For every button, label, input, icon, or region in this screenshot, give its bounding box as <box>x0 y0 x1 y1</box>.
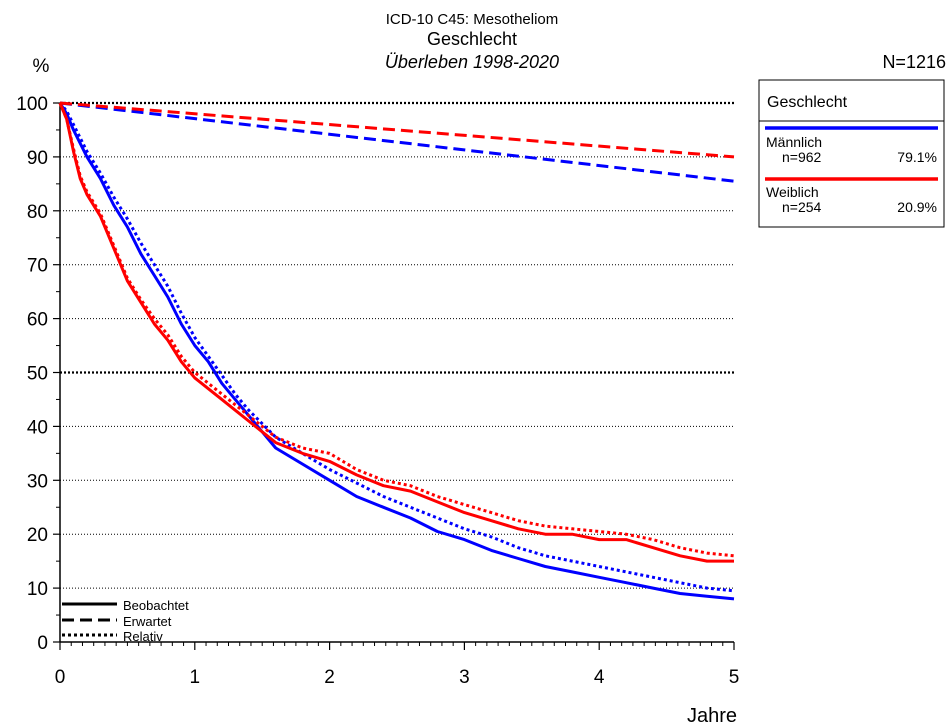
x-tick-label-5: 5 <box>729 667 740 688</box>
legend-male-pct: 79.1% <box>897 149 937 165</box>
curve-male-relativ <box>58 102 735 593</box>
legend-female-n: n=254 <box>782 199 822 215</box>
x-tick-label-4: 4 <box>594 667 605 688</box>
y-tick-label-30: 30 <box>27 471 48 492</box>
x-tick-label-3: 3 <box>459 667 470 688</box>
survival-curves <box>58 101 735 601</box>
group-legend-title: Geschlecht <box>767 94 848 111</box>
x-axis-label: Jahre <box>687 705 737 726</box>
y-tick-label-100: 100 <box>16 94 48 115</box>
chart-subtitle: Geschlecht <box>427 29 517 49</box>
x-tick-label-0: 0 <box>55 667 66 688</box>
axes: 0 10 20 30 40 50 60 70 80 90 100 0 1 2 3 4 5 <box>16 94 739 688</box>
chart-title: ICD-10 C45: Mesotheliom <box>386 11 559 28</box>
y-tick-label-80: 80 <box>27 202 48 223</box>
total-n: N=1216 <box>882 52 946 72</box>
curve-female-beobachtet <box>58 102 734 563</box>
curve-male-erwartet <box>59 101 735 183</box>
legend-male-n: n=962 <box>782 149 822 165</box>
y-tick-label-90: 90 <box>27 148 48 169</box>
y-tick-label-10: 10 <box>27 579 48 600</box>
gridlines <box>60 101 734 589</box>
y-tick-label-0: 0 <box>37 633 48 654</box>
group-legend-frame <box>758 79 945 228</box>
curve-female-erwartet <box>59 101 735 159</box>
y-tick-label-70: 70 <box>27 256 48 277</box>
x-tick-label-1: 1 <box>190 667 201 688</box>
legend-female-name: Weiblich <box>766 184 819 200</box>
y-tick-label-20: 20 <box>27 525 48 546</box>
legend-expected-label: Erwartet <box>123 614 172 629</box>
curve-male-beobachtet <box>58 102 735 601</box>
legend-male-name: Männlich <box>766 134 822 150</box>
chart-period: Überleben 1998-2020 <box>385 52 559 72</box>
x-tick-label-2: 2 <box>324 667 335 688</box>
legend-observed-label: Beobachtet <box>123 598 189 613</box>
y-tick-label-60: 60 <box>27 310 48 331</box>
legend-female-pct: 20.9% <box>897 199 937 215</box>
legend-relative-label: Relativ <box>123 629 163 644</box>
y-tick-label-40: 40 <box>27 417 48 438</box>
y-tick-label-50: 50 <box>27 364 48 385</box>
y-axis-unit: % <box>33 56 50 77</box>
line-style-legend: Beobachtet Erwartet Relativ <box>62 598 189 644</box>
group-legend: Geschlecht Männlich n=962 79.1% Weiblich… <box>758 79 945 228</box>
